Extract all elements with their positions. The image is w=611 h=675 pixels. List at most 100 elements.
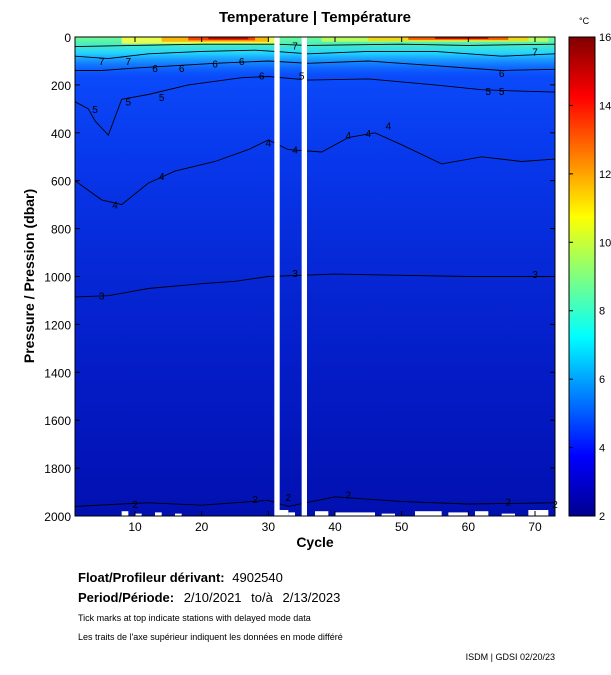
missing-cycle-gap bbox=[274, 37, 280, 516]
shallow-profile-mark bbox=[135, 513, 142, 516]
y-tick-label: 2000 bbox=[44, 510, 71, 524]
contour-label: 7 bbox=[292, 41, 298, 52]
shallow-profile-mark bbox=[275, 510, 289, 516]
colorbar-tick-label: 14 bbox=[599, 100, 611, 112]
x-axis-label: Cycle bbox=[296, 534, 334, 550]
note-french: Les traits de l'axe supérieur indiquent … bbox=[78, 632, 343, 642]
shallow-profile-mark bbox=[288, 512, 295, 516]
contour-label: 3 bbox=[532, 270, 538, 281]
colorbar bbox=[568, 36, 596, 517]
x-axis: 10 20 30 40 50 60 70 bbox=[128, 37, 542, 534]
x-tick-label: 30 bbox=[262, 520, 276, 534]
shallow-profile-mark bbox=[315, 511, 329, 516]
x-tick-label: 50 bbox=[395, 520, 409, 534]
contour-label: 3 bbox=[99, 292, 105, 303]
contour-label: 7 bbox=[126, 57, 132, 68]
warm-patch bbox=[435, 37, 489, 39]
bottom-white-marks bbox=[121, 510, 549, 516]
period-end: 2/13/2023 bbox=[282, 590, 341, 605]
contour-label: 5 bbox=[299, 71, 305, 82]
contour-label: 4 bbox=[346, 131, 352, 142]
float-id: 4902540 bbox=[232, 570, 283, 585]
shallow-profile-mark bbox=[501, 513, 515, 516]
contour-label: 4 bbox=[366, 129, 372, 140]
y-tick-label: 800 bbox=[51, 223, 71, 237]
contour-line bbox=[75, 76, 555, 137]
y-axis: 0 200 400 600 800 1000 1200 1400 1600 1800 2000 bbox=[44, 31, 555, 524]
y-tick-label: 600 bbox=[51, 175, 71, 189]
y-tick-label: 1000 bbox=[44, 271, 71, 285]
y-tick-label: 1200 bbox=[44, 318, 71, 332]
x-tick-label: 60 bbox=[462, 520, 476, 534]
contour-label: 6 bbox=[499, 69, 505, 80]
contour-label: 6 bbox=[179, 64, 185, 75]
contour-label: 5 bbox=[486, 87, 492, 98]
missing-data-gaps bbox=[274, 37, 307, 516]
shallow-profile-mark bbox=[381, 513, 395, 516]
shallow-profile-mark bbox=[335, 512, 375, 516]
contour-label: 4 bbox=[112, 201, 118, 212]
colorbar-tick-label: 6 bbox=[599, 374, 605, 386]
shallow-profile-mark bbox=[528, 510, 549, 516]
shallow-profile-mark bbox=[475, 511, 489, 516]
missing-cycle-gap bbox=[301, 37, 307, 516]
contour-label: 3 bbox=[292, 269, 298, 280]
y-tick-label: 400 bbox=[51, 127, 71, 141]
colorbar-unit: °C bbox=[579, 16, 590, 26]
x-tick-label: 40 bbox=[328, 520, 342, 534]
contour-label: 2 bbox=[252, 495, 258, 506]
contour-line bbox=[75, 132, 555, 206]
colorbar-tick-label: 8 bbox=[599, 306, 605, 318]
contour-line bbox=[75, 43, 555, 48]
contour-label: 2 bbox=[132, 500, 138, 511]
contour-label: 2 bbox=[286, 493, 292, 504]
note-english: Tick marks at top indicate stations with… bbox=[78, 613, 311, 623]
shallow-profile-mark bbox=[448, 512, 469, 516]
x-tick-label: 10 bbox=[128, 520, 142, 534]
shallow-profile-mark bbox=[121, 511, 129, 516]
contour-label: 7 bbox=[99, 57, 105, 68]
y-tick-label: 0 bbox=[64, 31, 71, 45]
contour-line bbox=[75, 60, 555, 71]
contour-label: 4 bbox=[292, 146, 298, 157]
y-tick-label: 1400 bbox=[44, 366, 71, 380]
contour-lines bbox=[75, 43, 555, 507]
colorbar-tick-label: 16 bbox=[599, 32, 611, 44]
credit: ISDM | GDSI 02/20/23 bbox=[465, 652, 555, 662]
float-label: Float/Profileur dérivant: bbox=[78, 570, 225, 585]
y-tick-label: 1600 bbox=[44, 414, 71, 428]
contour-label: 4 bbox=[159, 172, 165, 183]
period-to: to/à bbox=[251, 590, 273, 605]
shallow-profile-mark bbox=[175, 513, 182, 516]
contour-label: 6 bbox=[212, 59, 218, 70]
x-tick-label: 20 bbox=[195, 520, 209, 534]
contour-line bbox=[75, 273, 555, 298]
colorbar-tick-label: 4 bbox=[599, 443, 605, 455]
contour-label: 5 bbox=[126, 98, 132, 109]
warm-patch bbox=[208, 37, 249, 40]
warm-surface-patches bbox=[121, 37, 549, 44]
colorbar-tick-label: 2 bbox=[599, 511, 605, 523]
period-line: Period/Période: 2/10/2021 to/à 2/13/2023 bbox=[78, 590, 340, 605]
contour-label: 5 bbox=[92, 105, 98, 116]
chart-title: Temperature | Température bbox=[219, 9, 411, 26]
colorbar-tick-label: 12 bbox=[599, 169, 611, 181]
period-start: 2/10/2021 bbox=[183, 590, 242, 605]
contour-label: 5 bbox=[159, 93, 165, 104]
shallow-profile-mark bbox=[415, 511, 442, 516]
contour-label: 4 bbox=[266, 138, 272, 149]
contour-label: 6 bbox=[239, 57, 245, 68]
contour-label: 7 bbox=[532, 47, 538, 58]
contour-label: 4 bbox=[386, 122, 392, 133]
contour-label: 6 bbox=[259, 71, 265, 82]
contour-label: 6 bbox=[152, 64, 158, 75]
float-line: Float/Profileur dérivant: 4902540 bbox=[78, 570, 283, 585]
contour-label: 2 bbox=[506, 498, 512, 509]
y-tick-label: 1800 bbox=[44, 462, 71, 476]
contour-label: 2 bbox=[346, 490, 352, 501]
contour-label: 5 bbox=[499, 87, 505, 98]
colorbar-tick-label: 10 bbox=[599, 237, 611, 249]
y-axis-label: Pressure / Pression (dbar) bbox=[21, 189, 37, 363]
x-tick-label: 70 bbox=[528, 520, 542, 534]
